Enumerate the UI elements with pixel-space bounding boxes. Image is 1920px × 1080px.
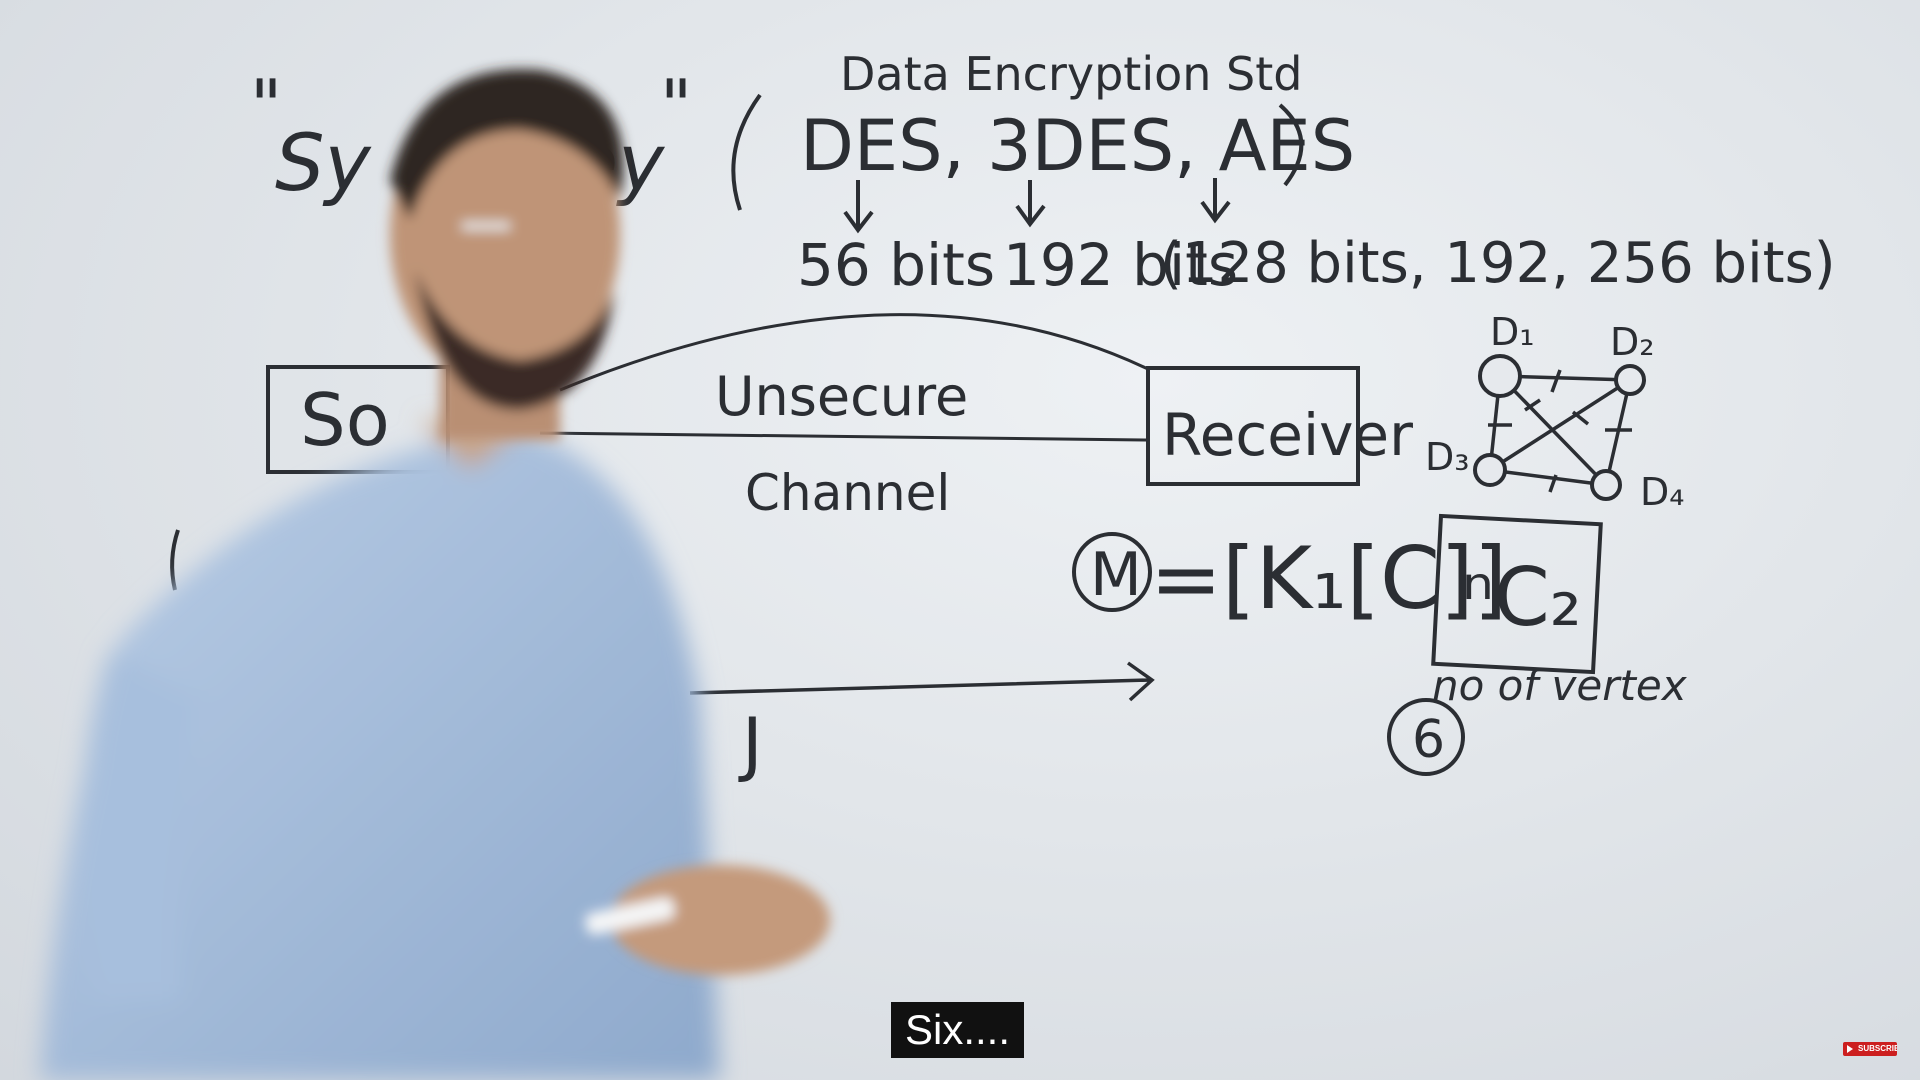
presenter-beard (415, 270, 615, 410)
combination-box (1431, 513, 1603, 675)
close-paren (1278, 103, 1304, 187)
vertex-label: no of vertex (1432, 661, 1688, 710)
sender-label-partial: So (300, 378, 390, 462)
marker (585, 897, 675, 935)
vertex-count-circle (1387, 698, 1465, 776)
formula-m: M (1090, 540, 1142, 610)
play-icon (1847, 1045, 1853, 1053)
formula-decryption: =[K₁[C]] (1150, 529, 1507, 629)
algorithm-list: DES, 3DES, AES (800, 105, 1355, 187)
partial-paren (170, 529, 180, 591)
node-d4 (1590, 469, 1622, 501)
subtitle-caption: Six.... (891, 1002, 1025, 1058)
receiver-box (1146, 366, 1360, 486)
presenter-face (390, 85, 620, 385)
node-d3-label: D₃ (1425, 435, 1470, 479)
des-bits: 56 bits (797, 231, 995, 299)
title-symmetric-fragment: Sy (275, 119, 373, 209)
channel-arc (559, 313, 1151, 392)
combination-formula: ⁿC₂ (1462, 551, 1582, 644)
node-d4-label: D₄ (1640, 470, 1685, 514)
check-mark: J (738, 703, 763, 785)
channel-top-label: Unsecure (715, 365, 968, 428)
presenter (40, 69, 830, 1080)
channel-bottom-label: Channel (745, 464, 950, 522)
3des-bits: 192 bits (1003, 231, 1238, 299)
subscribe-label: SUBSCRIBE (1858, 1044, 1897, 1053)
long-arrow (689, 661, 1155, 702)
node-d2-label: D₂ (1610, 320, 1655, 364)
presenter-shirt (40, 430, 720, 1080)
complete-graph: D₁ D₂ D₃ D₄ (1425, 310, 1685, 514)
receiver-label: Receiver (1162, 401, 1413, 469)
presenter-hands (610, 865, 830, 975)
title-quote-open: " (250, 65, 282, 147)
title-quote-close: " (660, 65, 692, 147)
subscribe-button[interactable]: SUBSCRIBE (1843, 1042, 1897, 1056)
channel-line (539, 431, 1149, 442)
down-arrows (843, 178, 1231, 234)
node-d3 (1473, 453, 1507, 487)
vertex-count: 6 (1412, 710, 1445, 770)
presenter-hair (390, 69, 624, 220)
node-d2 (1614, 364, 1646, 396)
standard-name: Data Encryption Std (840, 47, 1302, 101)
node-d1-label: D₁ (1490, 310, 1535, 354)
m-circle (1072, 532, 1152, 612)
aes-bits: (128 bits, 192, 256 bits) (1160, 231, 1836, 296)
open-paren (731, 93, 762, 211)
node-d1 (1478, 354, 1522, 398)
